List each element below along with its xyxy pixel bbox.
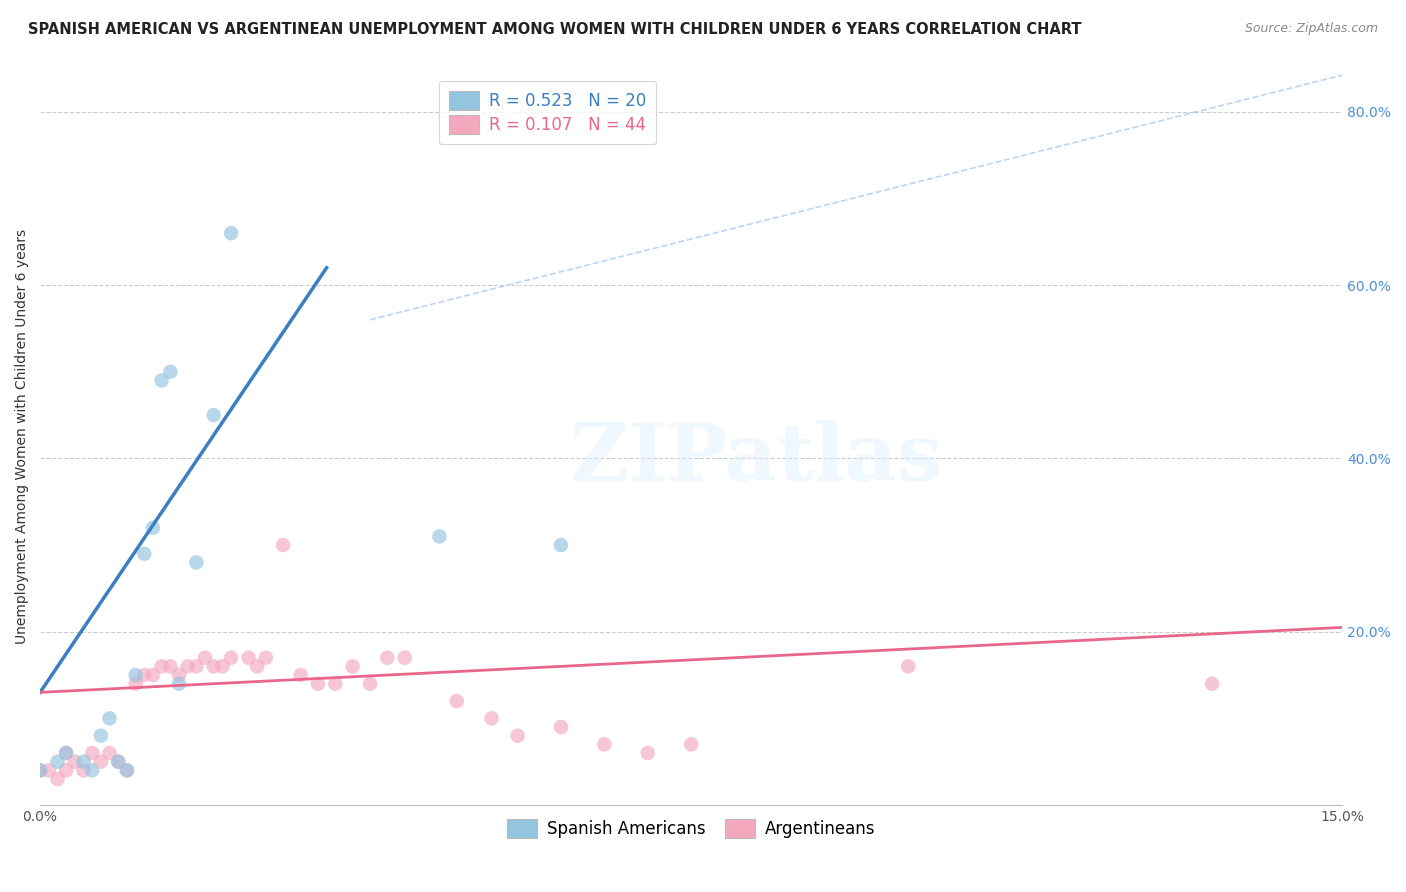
Point xyxy=(134,668,156,682)
Point xyxy=(124,668,146,682)
Point xyxy=(307,676,329,690)
Point xyxy=(150,374,173,388)
Point xyxy=(323,676,346,690)
Point xyxy=(46,772,69,786)
Point xyxy=(359,676,381,690)
Point xyxy=(194,650,217,665)
Point xyxy=(897,659,920,673)
Point xyxy=(238,650,260,665)
Point xyxy=(115,764,138,778)
Point xyxy=(246,659,269,673)
Point xyxy=(394,650,416,665)
Point xyxy=(82,764,104,778)
Point xyxy=(30,764,52,778)
Point xyxy=(46,755,69,769)
Point xyxy=(186,659,208,673)
Point xyxy=(72,755,94,769)
Text: Source: ZipAtlas.com: Source: ZipAtlas.com xyxy=(1244,22,1378,36)
Point xyxy=(134,547,156,561)
Point xyxy=(681,737,703,751)
Point xyxy=(115,764,138,778)
Point xyxy=(55,746,77,760)
Point xyxy=(342,659,364,673)
Point xyxy=(593,737,616,751)
Text: ZIPatlas: ZIPatlas xyxy=(571,420,942,498)
Y-axis label: Unemployment Among Women with Children Under 6 years: Unemployment Among Women with Children U… xyxy=(15,229,30,644)
Point xyxy=(142,521,165,535)
Point xyxy=(202,408,225,422)
Point xyxy=(176,659,198,673)
Point xyxy=(159,659,181,673)
Point xyxy=(186,555,208,569)
Point xyxy=(82,746,104,760)
Point xyxy=(254,650,277,665)
Point xyxy=(167,668,190,682)
Legend: Spanish Americans, Argentineans: Spanish Americans, Argentineans xyxy=(501,812,883,845)
Point xyxy=(142,668,165,682)
Point xyxy=(30,764,52,778)
Point xyxy=(481,711,503,725)
Point xyxy=(446,694,468,708)
Point xyxy=(150,659,173,673)
Point xyxy=(63,755,86,769)
Point xyxy=(271,538,294,552)
Point xyxy=(429,529,451,543)
Point xyxy=(90,729,112,743)
Point xyxy=(506,729,529,743)
Point xyxy=(72,764,94,778)
Point xyxy=(124,676,146,690)
Point xyxy=(219,226,242,240)
Point xyxy=(1201,676,1223,690)
Point xyxy=(167,676,190,690)
Point xyxy=(211,659,233,673)
Point xyxy=(550,720,572,734)
Point xyxy=(550,538,572,552)
Point xyxy=(107,755,129,769)
Point xyxy=(375,650,398,665)
Point xyxy=(107,755,129,769)
Text: SPANISH AMERICAN VS ARGENTINEAN UNEMPLOYMENT AMONG WOMEN WITH CHILDREN UNDER 6 Y: SPANISH AMERICAN VS ARGENTINEAN UNEMPLOY… xyxy=(28,22,1081,37)
Point xyxy=(159,365,181,379)
Point xyxy=(98,711,121,725)
Point xyxy=(55,764,77,778)
Point xyxy=(290,668,312,682)
Point xyxy=(202,659,225,673)
Point xyxy=(55,746,77,760)
Point xyxy=(90,755,112,769)
Point xyxy=(219,650,242,665)
Point xyxy=(38,764,60,778)
Point xyxy=(637,746,659,760)
Point xyxy=(98,746,121,760)
